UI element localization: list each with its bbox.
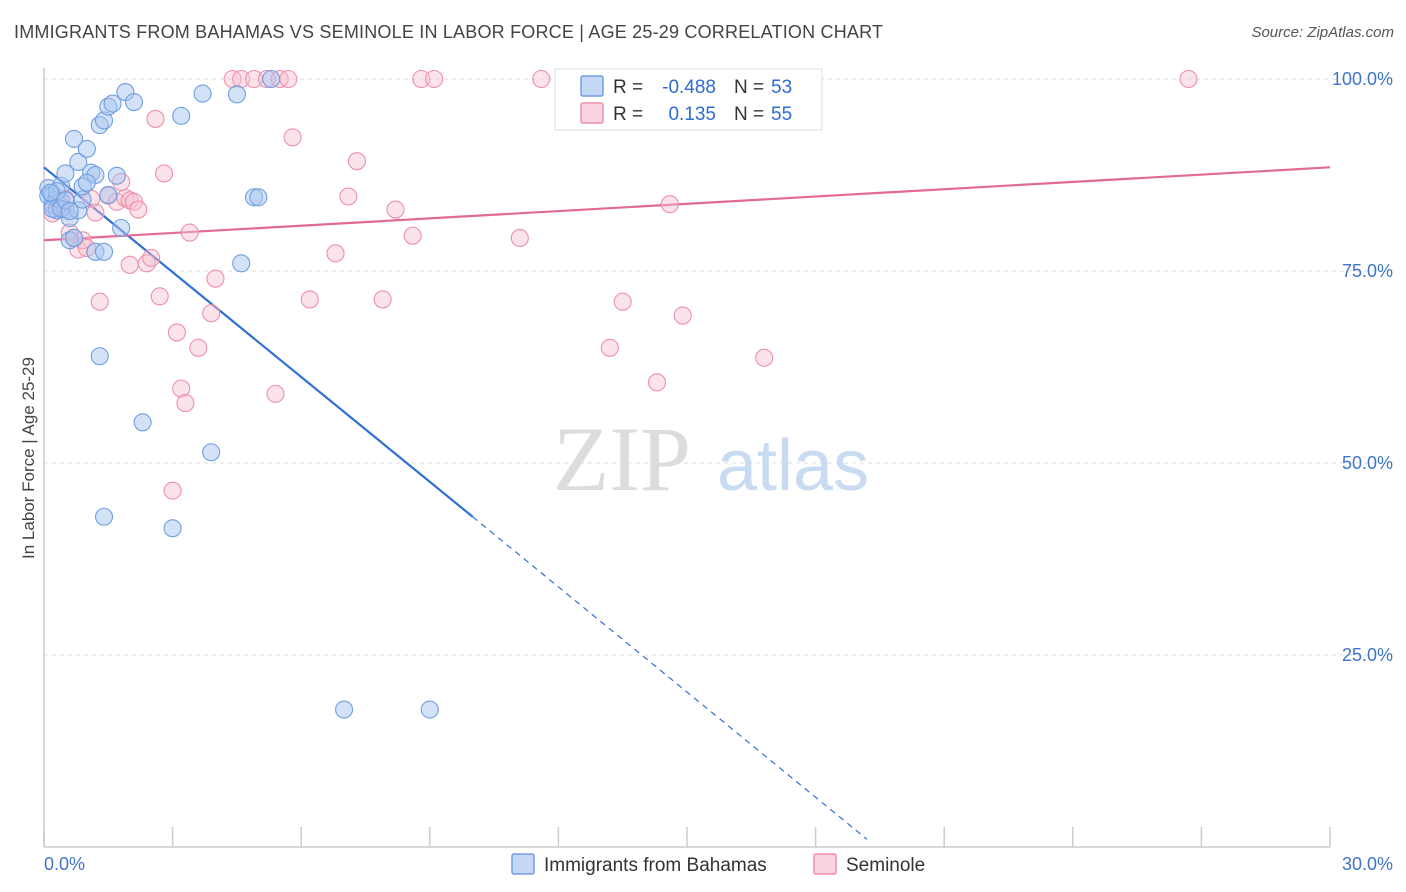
- bahamas-point: [227, 85, 246, 104]
- seminole-point: [412, 69, 431, 89]
- seminole-point: [206, 269, 225, 288]
- bahamas-point: [420, 700, 439, 719]
- watermark: ZIP atlas: [553, 408, 869, 510]
- seminole-point: [755, 348, 774, 367]
- seminole-point: [142, 248, 161, 267]
- seminole-point: [673, 306, 692, 325]
- series-legend: Immigrants from Bahamas Seminole: [511, 853, 925, 876]
- chart-title: IMMIGRANTS FROM BAHAMAS VS SEMINOLE IN L…: [14, 22, 884, 42]
- legend-r-label-bahamas: R =: [613, 77, 643, 98]
- bahamas-point: [103, 94, 122, 113]
- legend-r-value-seminole: 0.135: [668, 104, 716, 125]
- seminole-point: [86, 203, 105, 222]
- bahamas-point: [94, 507, 114, 526]
- bahamas-trend-extension: [472, 516, 868, 840]
- bahamas-point: [232, 254, 251, 273]
- tick-labels: 25.0% 50.0% 75.0% 100.0% 0.0% 30.0%: [44, 69, 1393, 874]
- y-tick-label: 50.0%: [1342, 453, 1393, 473]
- seminole-point: [180, 223, 199, 242]
- seminole-point: [167, 323, 186, 342]
- bahamas-point: [64, 228, 84, 248]
- seminole-point: [266, 384, 285, 403]
- legend-swatch-bahamas: [580, 75, 604, 97]
- seminole-point: [283, 128, 302, 147]
- bahamas-point: [64, 129, 84, 148]
- bahamas-point: [99, 185, 118, 205]
- bahamas-point: [172, 106, 191, 125]
- seminole-point: [150, 287, 169, 306]
- bahamas-point: [193, 84, 212, 103]
- legend-n-value-seminole: 55: [771, 104, 792, 125]
- seminole-point: [129, 200, 148, 219]
- seminole-point: [339, 187, 358, 206]
- legend-n-label-bahamas: N =: [734, 77, 764, 98]
- correlation-legend: R = -0.488 N = 53 R = 0.135 N = 55: [554, 68, 823, 131]
- bahamas-point: [90, 347, 109, 366]
- x-tick-label: 0.0%: [44, 854, 85, 874]
- seminole-point: [613, 292, 632, 311]
- seminole-point: [202, 304, 221, 323]
- bahamas-point: [133, 413, 152, 432]
- legend-item-bahamas-swatch: [511, 853, 535, 875]
- seminole-point: [647, 373, 667, 392]
- legend-r-label-seminole: R =: [613, 104, 643, 125]
- bahamas-point: [107, 166, 126, 185]
- bahamas-point: [202, 443, 221, 462]
- bahamas-point: [262, 69, 281, 89]
- seminole-point: [120, 255, 139, 274]
- seminole-point: [172, 379, 191, 398]
- bahamas-point: [77, 139, 96, 158]
- seminole-point: [154, 164, 174, 183]
- seminole-point: [279, 69, 298, 89]
- seminole-point: [90, 292, 109, 311]
- seminole-point: [1179, 69, 1198, 89]
- source-credit: Source: ZipAtlas.com: [1251, 24, 1394, 41]
- seminole-point: [326, 244, 345, 263]
- bahamas-point: [335, 700, 354, 719]
- legend-n-value-bahamas: 53: [771, 77, 792, 98]
- seminole-point: [300, 290, 319, 309]
- bahamas-point: [124, 92, 144, 112]
- seminole-point: [425, 69, 444, 89]
- legend-item-seminole-label: Seminole: [846, 855, 925, 876]
- legend-item-bahamas-label: Immigrants from Bahamas: [544, 855, 767, 876]
- x-tick-label: 30.0%: [1342, 854, 1393, 874]
- bahamas-point: [69, 152, 88, 171]
- seminole-point: [347, 152, 366, 171]
- y-tick-label: 100.0%: [1332, 69, 1393, 89]
- bahamas-point: [249, 188, 268, 207]
- seminole-point: [532, 69, 551, 89]
- seminole-point: [510, 228, 529, 248]
- seminole-point: [386, 200, 405, 219]
- seminole-point: [163, 481, 182, 500]
- bahamas-point: [77, 173, 96, 192]
- bahamas-point: [94, 242, 114, 261]
- legend-swatch-seminole: [580, 102, 604, 124]
- legend-n-label-seminole: N =: [734, 104, 764, 125]
- seminole-point: [146, 109, 165, 128]
- y-tick-label: 75.0%: [1342, 261, 1393, 281]
- seminole-point: [403, 226, 422, 245]
- legend-item-seminole-swatch: [813, 853, 837, 875]
- bahamas-points: [39, 69, 439, 719]
- bahamas-point: [41, 183, 60, 202]
- seminole-point: [600, 338, 619, 357]
- seminole-point: [373, 290, 392, 309]
- watermark-zip: ZIP: [553, 408, 691, 510]
- bahamas-point: [60, 202, 79, 221]
- seminole-point: [189, 338, 208, 357]
- seminole-point: [176, 394, 195, 413]
- y-axis-title: In Labor Force | Age 25-29: [19, 357, 38, 559]
- watermark-atlas: atlas: [717, 426, 869, 506]
- y-tick-label: 25.0%: [1342, 645, 1393, 665]
- bahamas-point: [112, 218, 131, 238]
- bahamas-point: [56, 164, 75, 183]
- seminole-point: [660, 195, 679, 214]
- bahamas-point: [163, 519, 182, 538]
- seminole-trend-line: [43, 166, 1331, 242]
- legend-r-value-bahamas: -0.488: [662, 77, 716, 98]
